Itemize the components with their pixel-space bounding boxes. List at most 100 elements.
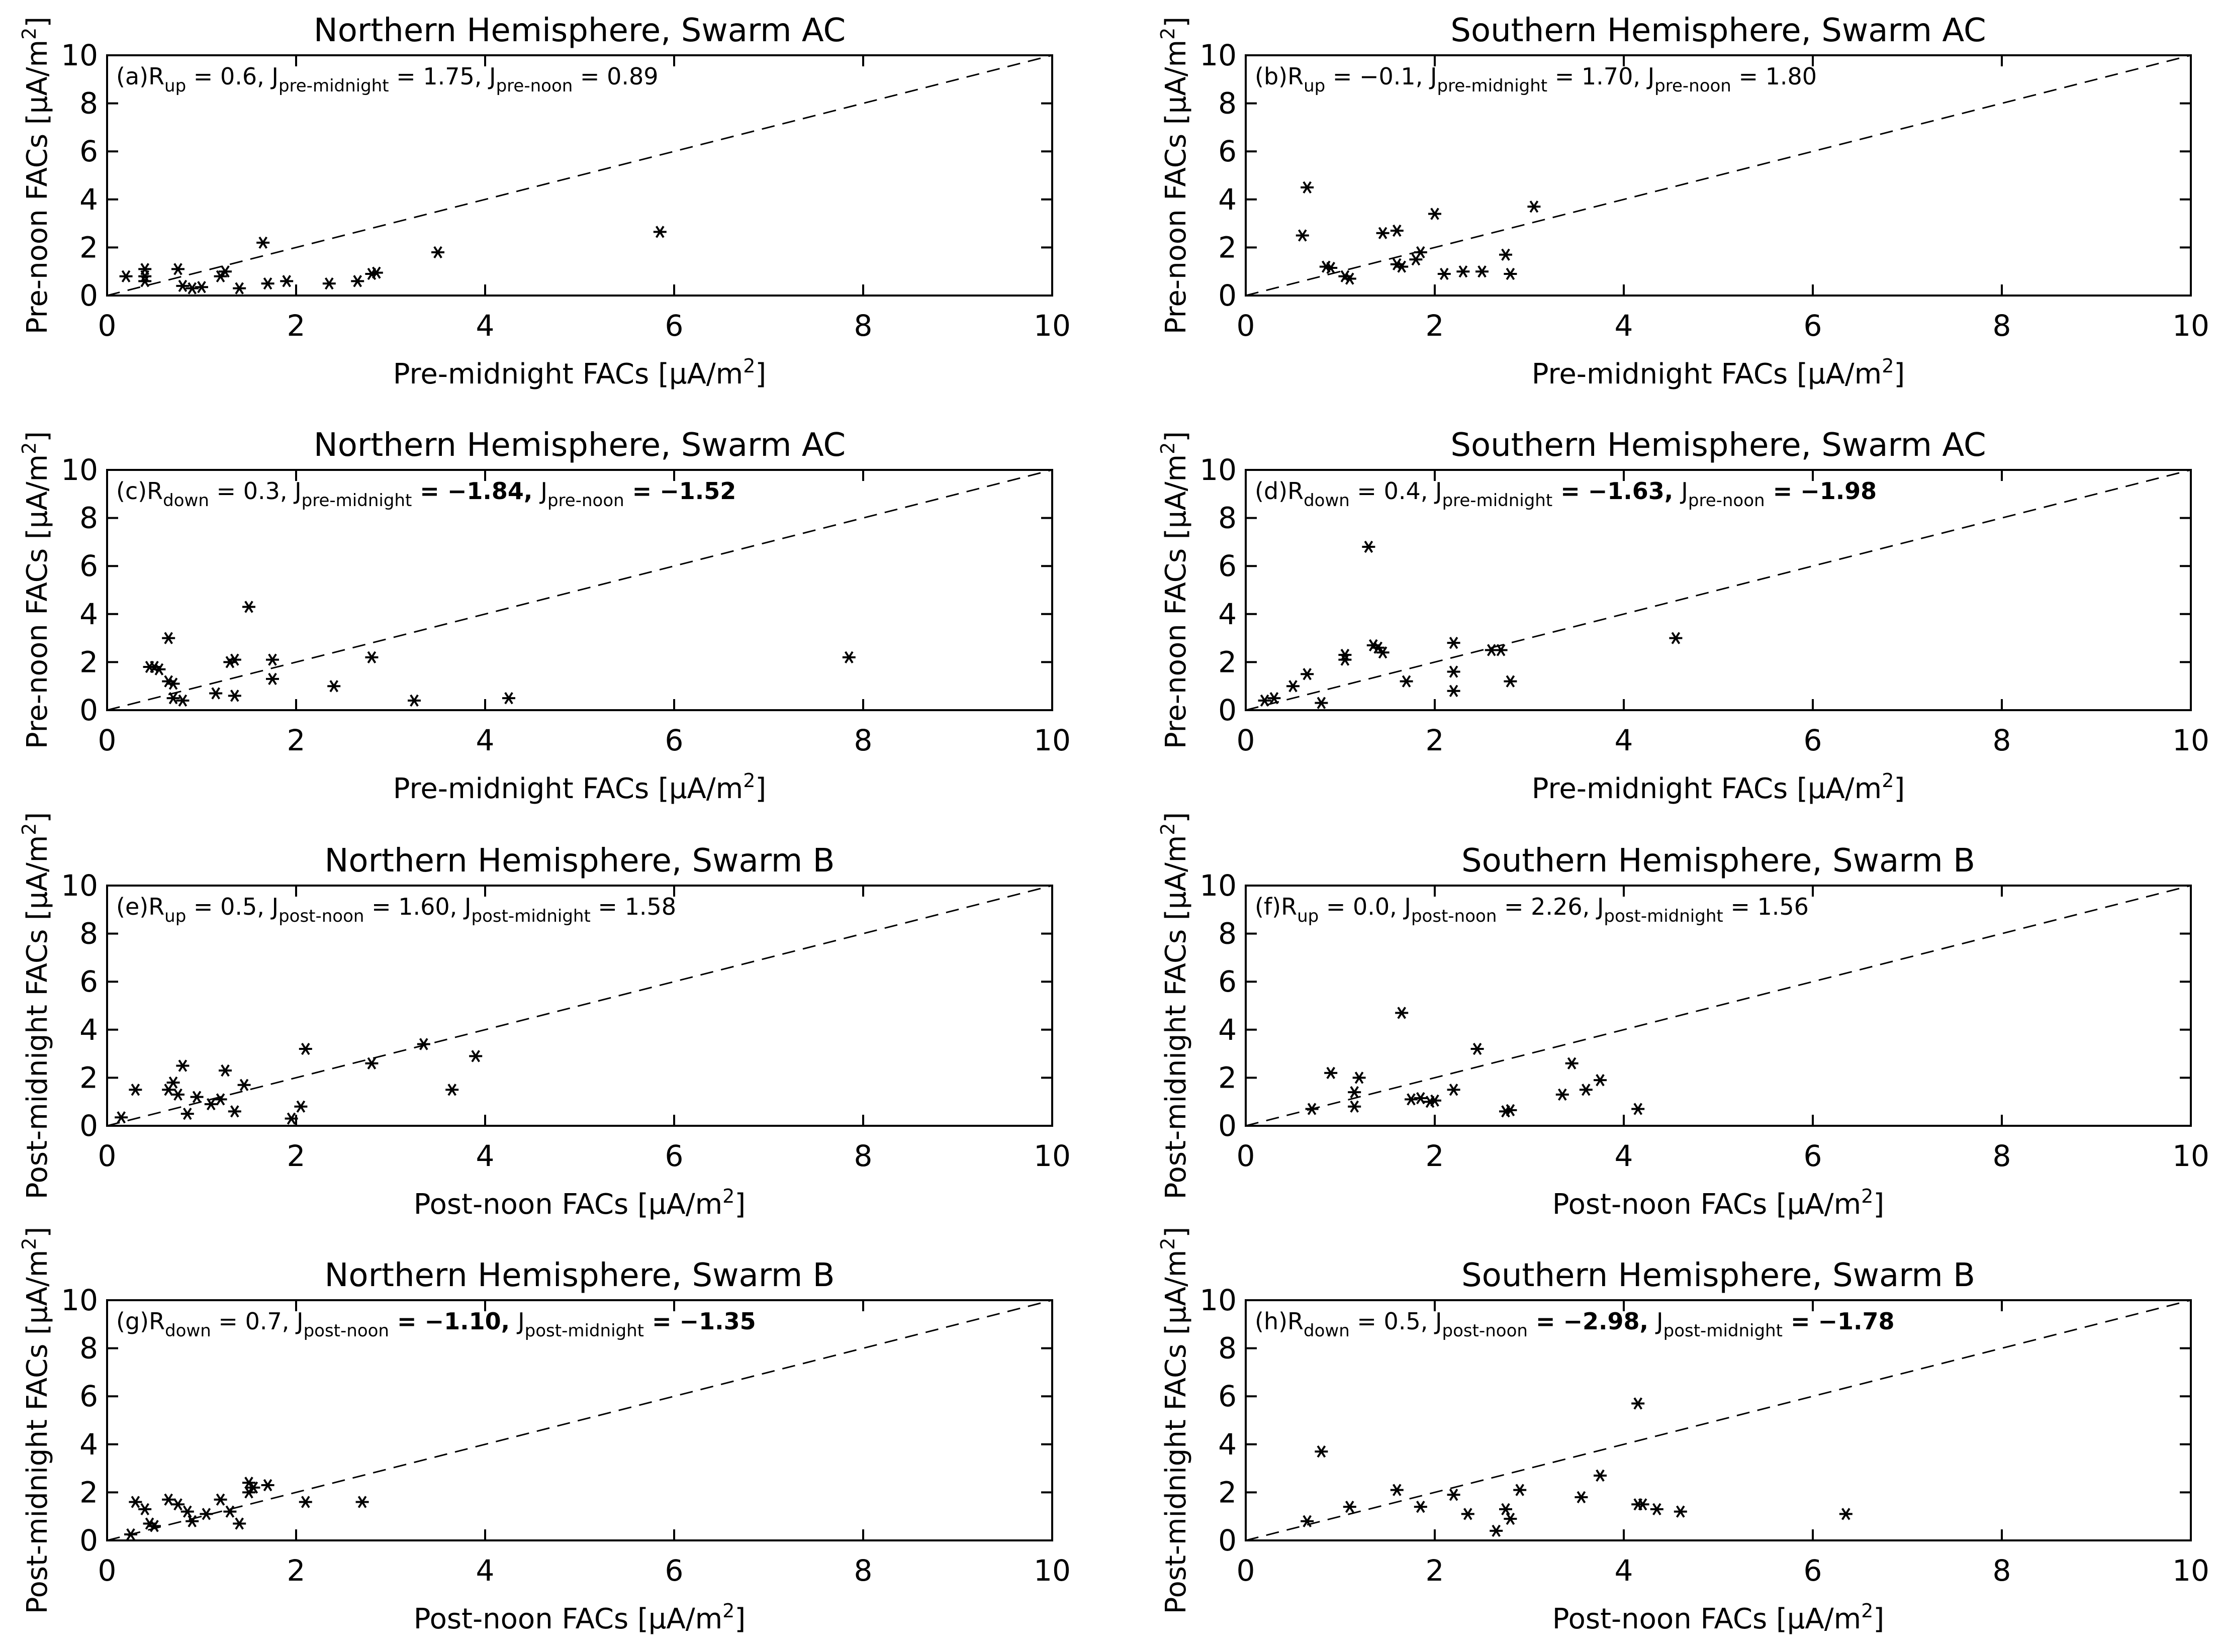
x-tick-label: 4 xyxy=(1615,309,1633,343)
data-point xyxy=(1414,1092,1427,1105)
x-tick-label: 10 xyxy=(1034,1553,1071,1588)
data-point xyxy=(115,1111,128,1124)
y-tick-label: 2 xyxy=(1218,1475,1237,1509)
data-point xyxy=(186,1515,199,1527)
y-tick-label: 4 xyxy=(79,1427,98,1462)
data-point xyxy=(1513,1484,1527,1496)
data-point xyxy=(1362,540,1375,553)
y-tick-label: 2 xyxy=(79,230,98,264)
y-tick-label: 0 xyxy=(1218,278,1237,313)
data-point xyxy=(171,1498,184,1511)
y-tick-label: 6 xyxy=(79,134,98,168)
data-point xyxy=(214,1093,227,1106)
x-tick-label: 2 xyxy=(1426,309,1444,343)
data-point xyxy=(1447,1489,1460,1501)
data-point xyxy=(138,263,152,275)
data-point xyxy=(186,282,199,295)
data-point xyxy=(1594,1074,1607,1087)
plot-frame xyxy=(106,54,1053,297)
panel-g: Northern Hemisphere, Swarm B 0 2 4 6 8 10 0 2 4 6 8… xyxy=(18,1227,1071,1635)
x-axis-label: Post-noon FACs [μA/m2] xyxy=(1552,1185,1884,1221)
y-tick-label: 4 xyxy=(1218,1013,1237,1047)
data-point xyxy=(1447,685,1460,697)
data-point xyxy=(369,266,383,279)
y-tick-label: 8 xyxy=(79,501,98,535)
data-point xyxy=(1674,1505,1687,1518)
data-point xyxy=(1499,248,1512,261)
y-tick-label: 4 xyxy=(1218,182,1237,217)
data-point xyxy=(1395,260,1409,273)
panel-title: Northern Hemisphere, Swarm AC xyxy=(314,427,846,464)
x-tick-label: 6 xyxy=(1804,1139,1822,1173)
y-axis-label: Pre-noon FACs [μA/m2] xyxy=(1157,17,1192,334)
data-point xyxy=(1579,1084,1593,1096)
x-tick-label: 4 xyxy=(476,1553,495,1588)
x-tick-label: 10 xyxy=(1034,723,1071,757)
diagonal-line xyxy=(1245,54,2191,297)
panel-annotation: (b)Rup = −0.1, Jpre-midnight = 1.70, Jpr… xyxy=(1255,63,1817,96)
y-tick-label: 8 xyxy=(79,86,98,121)
y-tick-label: 6 xyxy=(1218,134,1237,168)
x-tick-label: 4 xyxy=(1615,723,1633,757)
data-point xyxy=(445,1084,459,1096)
panel-annotation: (c)Rdown = 0.3, Jpre-midnight = −1.84, J… xyxy=(116,477,736,511)
y-tick-label: 0 xyxy=(79,693,98,727)
data-point xyxy=(256,236,270,249)
data-point xyxy=(355,1496,369,1508)
y-tick-label: 4 xyxy=(1218,1427,1237,1462)
data-point xyxy=(261,277,274,290)
y-axis-label: Pre-noon FACs [μA/m2] xyxy=(18,431,54,749)
data-point xyxy=(1324,261,1338,274)
data-point xyxy=(1343,272,1356,285)
y-tick-label: 6 xyxy=(79,1379,98,1413)
x-axis-label: Post-noon FACs [μA/m2] xyxy=(414,1600,746,1635)
x-tick-label: 4 xyxy=(1615,1553,1633,1588)
y-tick-label: 2 xyxy=(79,645,98,679)
y-tick-label: 6 xyxy=(1218,1379,1237,1413)
x-tick-label: 8 xyxy=(1993,1553,2011,1588)
x-axis-label: Post-noon FACs [μA/m2] xyxy=(1552,1600,1884,1635)
plot-frame xyxy=(1245,885,2192,1127)
x-tick-label: 8 xyxy=(1993,309,2011,343)
panel-annotation: (a)Rup = 0.6, Jpre-midnight = 1.75, Jpre… xyxy=(116,63,659,96)
data-point xyxy=(228,653,241,666)
panel-title: Northern Hemisphere, Swarm AC xyxy=(314,12,846,49)
data-point xyxy=(162,1493,175,1506)
data-point xyxy=(1338,653,1352,666)
y-tick-label: 0 xyxy=(79,278,98,313)
data-point xyxy=(1376,646,1390,659)
panel-annotation: (e)Rup = 0.5, Jpost-noon = 1.60, Jpost-m… xyxy=(116,893,676,926)
x-tick-label: 6 xyxy=(665,1139,684,1173)
data-point xyxy=(1258,694,1271,707)
diagonal-line xyxy=(1245,1299,2191,1541)
data-point xyxy=(138,1503,152,1515)
panel-d: Southern Hemisphere, Swarm AC 0 2 4 6 8 10 0 2 4 6… xyxy=(1157,427,2209,805)
data-point xyxy=(1390,224,1404,237)
data-point xyxy=(171,263,184,275)
data-point xyxy=(228,690,241,702)
y-tick-label: 2 xyxy=(1218,1060,1237,1095)
data-point xyxy=(162,632,175,644)
data-point xyxy=(1395,1007,1409,1019)
y-tick-label: 10 xyxy=(1199,868,1237,903)
data-point xyxy=(1371,641,1385,654)
data-point xyxy=(1594,1469,1607,1482)
data-point xyxy=(1504,267,1517,280)
data-point xyxy=(166,677,180,690)
data-point xyxy=(242,1486,255,1499)
y-tick-label: 10 xyxy=(61,453,98,487)
data-point xyxy=(242,1477,255,1489)
data-point xyxy=(214,270,227,282)
data-point xyxy=(1405,1093,1418,1106)
data-point xyxy=(204,1098,218,1111)
x-tick-label: 0 xyxy=(98,309,117,343)
data-point xyxy=(129,1084,142,1096)
data-point xyxy=(1447,1084,1460,1096)
data-point xyxy=(1343,1500,1356,1513)
data-point xyxy=(1348,1100,1361,1113)
y-tick-label: 4 xyxy=(1218,597,1237,631)
data-point xyxy=(266,653,279,666)
plot-frame xyxy=(106,885,1053,1127)
data-point xyxy=(242,601,255,613)
